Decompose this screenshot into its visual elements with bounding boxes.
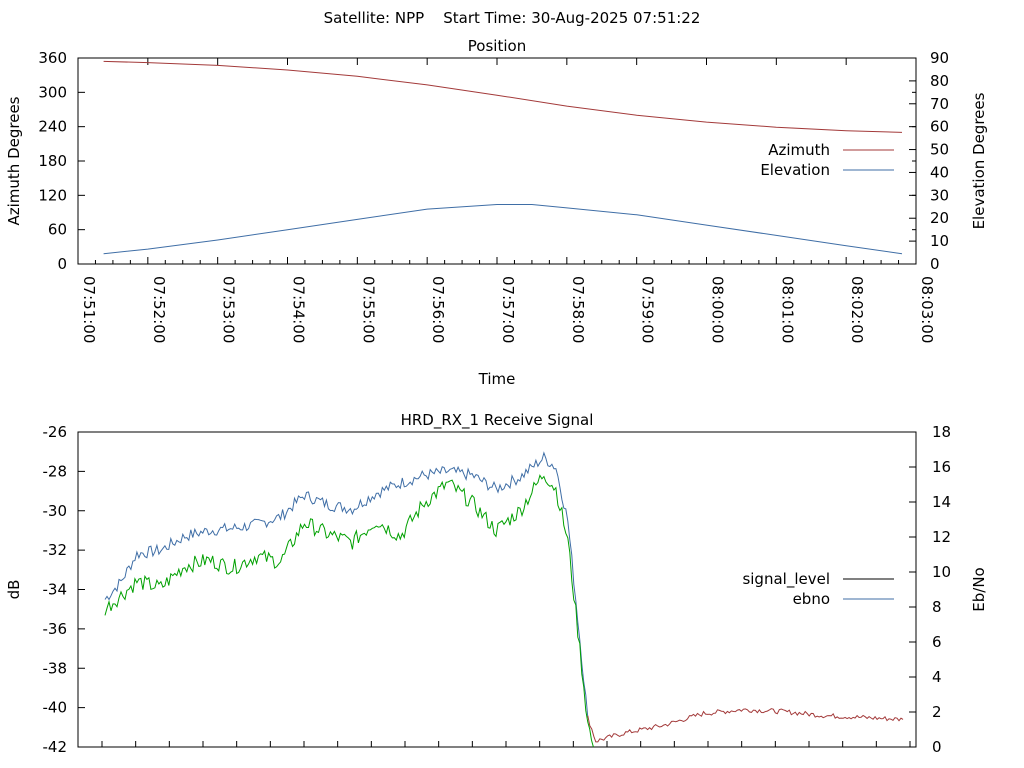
chart-title: Position [468, 37, 526, 55]
x-tick-label: 07:57:00 [499, 276, 517, 343]
y2-tick-label: 70 [930, 95, 949, 113]
y-axis-label: Azimuth Degrees [5, 96, 23, 225]
y2-tick-label: 0 [932, 738, 942, 756]
y2-tick-label: 90 [930, 49, 949, 67]
series-line-elevation [103, 204, 903, 255]
y2-tick-label: 2 [932, 703, 942, 721]
series-line-azimuth [103, 60, 903, 133]
y2-tick-label: 8 [932, 598, 942, 616]
chart-title: HRD_RX_1 Receive Signal [401, 411, 594, 430]
y-tick-label: -36 [43, 620, 68, 638]
y-axis-label: dB [5, 580, 23, 600]
y2-tick-label: 40 [930, 163, 949, 181]
y2-axis-label: Eb/No [970, 567, 988, 611]
x-tick-label: 08:01:00 [778, 276, 796, 343]
y2-tick-label: 14 [932, 493, 951, 511]
x-tick-label: 07:59:00 [639, 276, 657, 343]
y-tick-label: -42 [43, 738, 68, 756]
legend-label: Azimuth [768, 141, 830, 159]
legend-label: Elevation [760, 161, 830, 179]
x-tick-label: 08:03:00 [918, 276, 936, 343]
y-tick-label: 360 [38, 49, 67, 67]
y-tick-label: 300 [38, 83, 67, 101]
y2-tick-label: 50 [930, 141, 949, 159]
x-tick-label: 07:56:00 [429, 276, 447, 343]
y2-tick-label: 60 [930, 118, 949, 136]
y-tick-label: -26 [43, 423, 68, 441]
x-tick-label: 07:53:00 [220, 276, 238, 343]
page-title: Satellite: NPP Start Time: 30-Aug-2025 0… [324, 9, 701, 27]
y-tick-label: -28 [43, 462, 68, 480]
y2-tick-label: 18 [932, 423, 951, 441]
y2-tick-label: 4 [932, 668, 942, 686]
y-tick-label: 0 [57, 255, 67, 273]
y2-tick-label: 0 [930, 255, 940, 273]
y-tick-label: -34 [43, 581, 68, 599]
y-tick-label: -32 [43, 541, 68, 559]
y2-tick-label: 30 [930, 186, 949, 204]
y2-tick-label: 10 [930, 232, 949, 250]
x-tick-label: 07:51:00 [80, 276, 98, 343]
x-tick-label: 07:54:00 [290, 276, 308, 343]
series-line-signal-level-tail [587, 708, 904, 743]
y2-tick-label: 10 [932, 563, 951, 581]
x-tick-label: 07:58:00 [569, 276, 587, 343]
y-tick-label: 60 [48, 221, 67, 239]
y-tick-label: -38 [43, 659, 68, 677]
y-tick-label: -40 [43, 699, 68, 717]
y2-tick-label: 6 [932, 633, 942, 651]
y2-tick-label: 12 [932, 528, 951, 546]
y-tick-label: 180 [38, 152, 67, 170]
legend-label: ebno [793, 590, 830, 608]
y2-tick-label: 20 [930, 209, 949, 227]
y-tick-label: 240 [38, 118, 67, 136]
x-tick-label: 08:00:00 [709, 276, 727, 343]
y2-tick-label: 16 [932, 458, 951, 476]
y2-axis-label: Elevation Degrees [970, 92, 988, 229]
series-line-green [104, 474, 594, 748]
receive-signal-chart: HRD_RX_1 Receive Signal -42 -40 -38 -36 -34 -3… [5, 411, 988, 756]
x-tick-label: 08:02:00 [848, 276, 866, 343]
legend-label: signal_level [742, 570, 830, 589]
series-line-signal-level [104, 451, 589, 718]
x-tick-label: 07:55:00 [359, 276, 377, 343]
x-tick-label: 07:52:00 [150, 276, 168, 343]
plot-frame [77, 431, 917, 748]
y-tick-label: 120 [38, 186, 67, 204]
x-axis-label: Time [478, 370, 516, 388]
y2-tick-label: 80 [930, 72, 949, 90]
y-tick-label: -30 [43, 502, 68, 520]
position-chart: Position 0 60 120 180 240 300 360 0 10 20 30 40 50 60 7… [5, 37, 988, 388]
